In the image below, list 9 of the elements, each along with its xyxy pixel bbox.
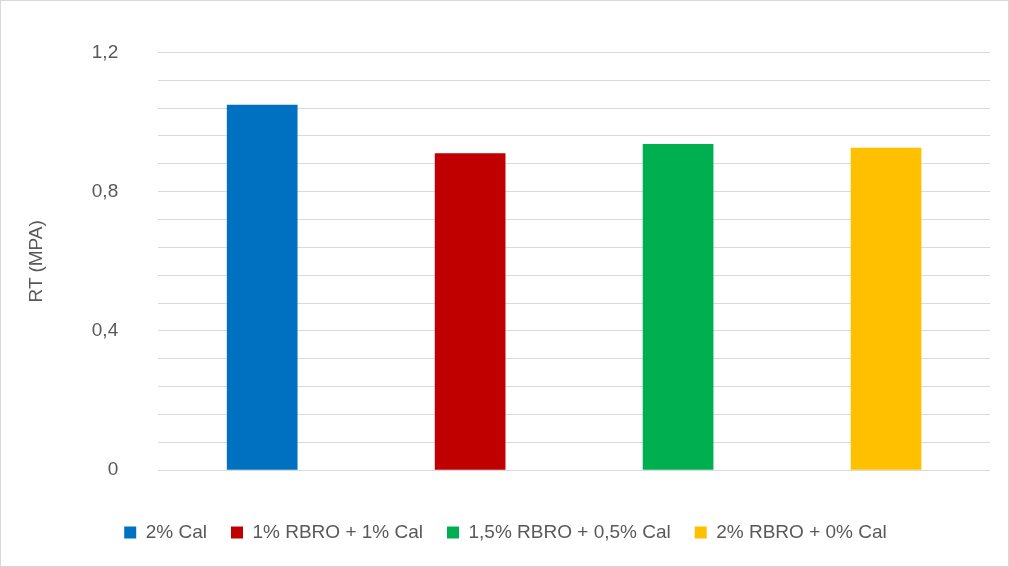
y-tick-label: 1,2 <box>91 40 119 62</box>
y-tick-label: 0,8 <box>91 179 119 201</box>
legend-label: 2% Cal <box>145 520 207 542</box>
y-tick-label: 0,4 <box>91 319 119 341</box>
legend-label: 1,5% RBRO + 0,5% Cal <box>468 520 671 542</box>
legend-label: 1% RBRO + 1% Cal <box>252 520 424 542</box>
y-tick-label: 0 <box>107 458 119 480</box>
legend-label: 2% RBRO + 0% Cal <box>716 520 887 542</box>
y-axis-title: RT (MPA) <box>24 220 46 303</box>
